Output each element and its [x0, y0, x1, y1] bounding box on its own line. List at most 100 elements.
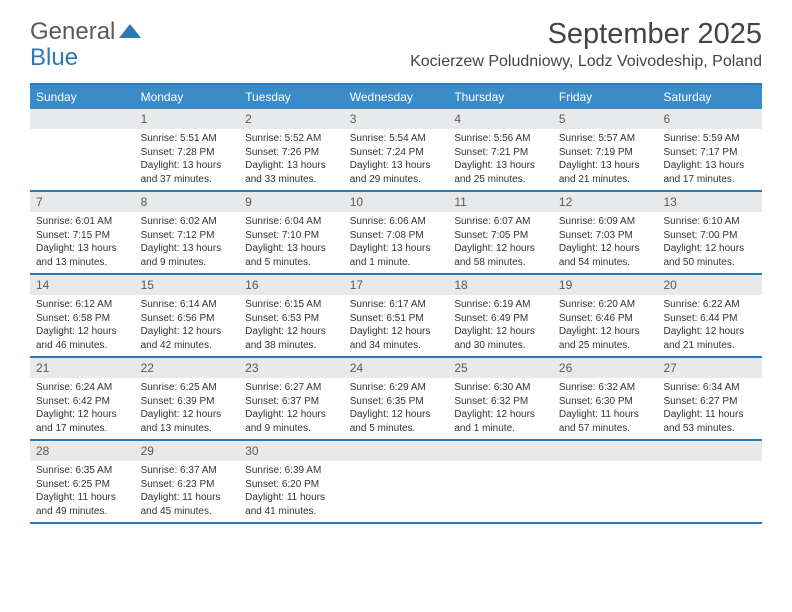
day-number: 3 [344, 109, 449, 129]
day-number: 6 [657, 109, 762, 129]
day-cell: 19Sunrise: 6:20 AMSunset: 6:46 PMDayligh… [553, 275, 658, 356]
day-cell: 2Sunrise: 5:52 AMSunset: 7:26 PMDaylight… [239, 109, 344, 190]
day-cell [657, 441, 762, 522]
day-header-row: Sunday Monday Tuesday Wednesday Thursday… [30, 85, 762, 109]
day-cell [30, 109, 135, 190]
day-cell: 5Sunrise: 5:57 AMSunset: 7:19 PMDaylight… [553, 109, 658, 190]
day-details: Sunrise: 6:01 AMSunset: 7:15 PMDaylight:… [30, 212, 135, 273]
day-number: 18 [448, 275, 553, 295]
day-number: 21 [30, 358, 135, 378]
day-header: Thursday [448, 85, 553, 109]
day-number: 2 [239, 109, 344, 129]
day-cell: 9Sunrise: 6:04 AMSunset: 7:10 PMDaylight… [239, 192, 344, 273]
day-number: 10 [344, 192, 449, 212]
day-details: Sunrise: 6:35 AMSunset: 6:25 PMDaylight:… [30, 461, 135, 522]
day-details: Sunrise: 6:04 AMSunset: 7:10 PMDaylight:… [239, 212, 344, 273]
day-details: Sunrise: 6:34 AMSunset: 6:27 PMDaylight:… [657, 378, 762, 439]
day-cell: 30Sunrise: 6:39 AMSunset: 6:20 PMDayligh… [239, 441, 344, 522]
day-number [344, 441, 449, 461]
day-number: 15 [135, 275, 240, 295]
day-cell: 23Sunrise: 6:27 AMSunset: 6:37 PMDayligh… [239, 358, 344, 439]
logo-text-2: Blue [30, 44, 78, 72]
day-header: Sunday [30, 85, 135, 109]
day-cell: 24Sunrise: 6:29 AMSunset: 6:35 PMDayligh… [344, 358, 449, 439]
day-number: 7 [30, 192, 135, 212]
day-details: Sunrise: 6:19 AMSunset: 6:49 PMDaylight:… [448, 295, 553, 356]
day-details: Sunrise: 5:52 AMSunset: 7:26 PMDaylight:… [239, 129, 344, 190]
day-number: 13 [657, 192, 762, 212]
day-details: Sunrise: 6:07 AMSunset: 7:05 PMDaylight:… [448, 212, 553, 273]
day-details: Sunrise: 6:10 AMSunset: 7:00 PMDaylight:… [657, 212, 762, 273]
day-number: 30 [239, 441, 344, 461]
day-cell: 1Sunrise: 5:51 AMSunset: 7:28 PMDaylight… [135, 109, 240, 190]
week-row: 1Sunrise: 5:51 AMSunset: 7:28 PMDaylight… [30, 109, 762, 192]
week-row: 14Sunrise: 6:12 AMSunset: 6:58 PMDayligh… [30, 275, 762, 358]
day-number: 22 [135, 358, 240, 378]
week-row: 21Sunrise: 6:24 AMSunset: 6:42 PMDayligh… [30, 358, 762, 441]
day-details: Sunrise: 5:54 AMSunset: 7:24 PMDaylight:… [344, 129, 449, 190]
day-cell: 27Sunrise: 6:34 AMSunset: 6:27 PMDayligh… [657, 358, 762, 439]
day-header: Tuesday [239, 85, 344, 109]
day-header: Friday [553, 85, 658, 109]
day-cell: 8Sunrise: 6:02 AMSunset: 7:12 PMDaylight… [135, 192, 240, 273]
title-block: September 2025 Kocierzew Poludniowy, Lod… [410, 18, 762, 71]
day-cell: 15Sunrise: 6:14 AMSunset: 6:56 PMDayligh… [135, 275, 240, 356]
day-cell: 22Sunrise: 6:25 AMSunset: 6:39 PMDayligh… [135, 358, 240, 439]
day-details: Sunrise: 6:22 AMSunset: 6:44 PMDaylight:… [657, 295, 762, 356]
day-cell: 6Sunrise: 5:59 AMSunset: 7:17 PMDaylight… [657, 109, 762, 190]
day-number: 29 [135, 441, 240, 461]
day-details: Sunrise: 6:25 AMSunset: 6:39 PMDaylight:… [135, 378, 240, 439]
day-cell [344, 441, 449, 522]
day-cell: 10Sunrise: 6:06 AMSunset: 7:08 PMDayligh… [344, 192, 449, 273]
day-details: Sunrise: 5:57 AMSunset: 7:19 PMDaylight:… [553, 129, 658, 190]
day-number [30, 109, 135, 129]
day-cell: 29Sunrise: 6:37 AMSunset: 6:23 PMDayligh… [135, 441, 240, 522]
day-cell: 3Sunrise: 5:54 AMSunset: 7:24 PMDaylight… [344, 109, 449, 190]
week-row: 7Sunrise: 6:01 AMSunset: 7:15 PMDaylight… [30, 192, 762, 275]
day-details: Sunrise: 6:32 AMSunset: 6:30 PMDaylight:… [553, 378, 658, 439]
day-cell: 18Sunrise: 6:19 AMSunset: 6:49 PMDayligh… [448, 275, 553, 356]
day-number: 17 [344, 275, 449, 295]
day-number: 25 [448, 358, 553, 378]
location: Kocierzew Poludniowy, Lodz Voivodeship, … [410, 53, 762, 71]
day-header: Wednesday [344, 85, 449, 109]
day-cell: 13Sunrise: 6:10 AMSunset: 7:00 PMDayligh… [657, 192, 762, 273]
logo-arrow-icon [119, 24, 141, 40]
day-cell: 16Sunrise: 6:15 AMSunset: 6:53 PMDayligh… [239, 275, 344, 356]
day-details: Sunrise: 6:12 AMSunset: 6:58 PMDaylight:… [30, 295, 135, 356]
weeks-container: 1Sunrise: 5:51 AMSunset: 7:28 PMDaylight… [30, 109, 762, 524]
month-title: September 2025 [410, 18, 762, 51]
day-number: 20 [657, 275, 762, 295]
day-details: Sunrise: 5:59 AMSunset: 7:17 PMDaylight:… [657, 129, 762, 190]
day-details: Sunrise: 6:14 AMSunset: 6:56 PMDaylight:… [135, 295, 240, 356]
day-cell: 17Sunrise: 6:17 AMSunset: 6:51 PMDayligh… [344, 275, 449, 356]
day-cell [553, 441, 658, 522]
day-details: Sunrise: 6:37 AMSunset: 6:23 PMDaylight:… [135, 461, 240, 522]
day-cell: 7Sunrise: 6:01 AMSunset: 7:15 PMDaylight… [30, 192, 135, 273]
day-details: Sunrise: 6:17 AMSunset: 6:51 PMDaylight:… [344, 295, 449, 356]
day-number: 12 [553, 192, 658, 212]
day-cell: 11Sunrise: 6:07 AMSunset: 7:05 PMDayligh… [448, 192, 553, 273]
day-number [657, 441, 762, 461]
logo: General [30, 18, 141, 46]
day-details: Sunrise: 5:56 AMSunset: 7:21 PMDaylight:… [448, 129, 553, 190]
day-details: Sunrise: 6:15 AMSunset: 6:53 PMDaylight:… [239, 295, 344, 356]
day-cell: 20Sunrise: 6:22 AMSunset: 6:44 PMDayligh… [657, 275, 762, 356]
day-details: Sunrise: 6:27 AMSunset: 6:37 PMDaylight:… [239, 378, 344, 439]
day-number: 26 [553, 358, 658, 378]
day-number: 1 [135, 109, 240, 129]
day-number: 5 [553, 109, 658, 129]
day-details: Sunrise: 6:09 AMSunset: 7:03 PMDaylight:… [553, 212, 658, 273]
day-number: 14 [30, 275, 135, 295]
day-cell: 25Sunrise: 6:30 AMSunset: 6:32 PMDayligh… [448, 358, 553, 439]
day-header: Saturday [657, 85, 762, 109]
calendar: Sunday Monday Tuesday Wednesday Thursday… [30, 83, 762, 524]
day-number: 28 [30, 441, 135, 461]
day-number: 9 [239, 192, 344, 212]
day-number: 19 [553, 275, 658, 295]
day-details: Sunrise: 6:20 AMSunset: 6:46 PMDaylight:… [553, 295, 658, 356]
day-number [553, 441, 658, 461]
day-details: Sunrise: 6:30 AMSunset: 6:32 PMDaylight:… [448, 378, 553, 439]
day-details: Sunrise: 6:39 AMSunset: 6:20 PMDaylight:… [239, 461, 344, 522]
day-cell [448, 441, 553, 522]
